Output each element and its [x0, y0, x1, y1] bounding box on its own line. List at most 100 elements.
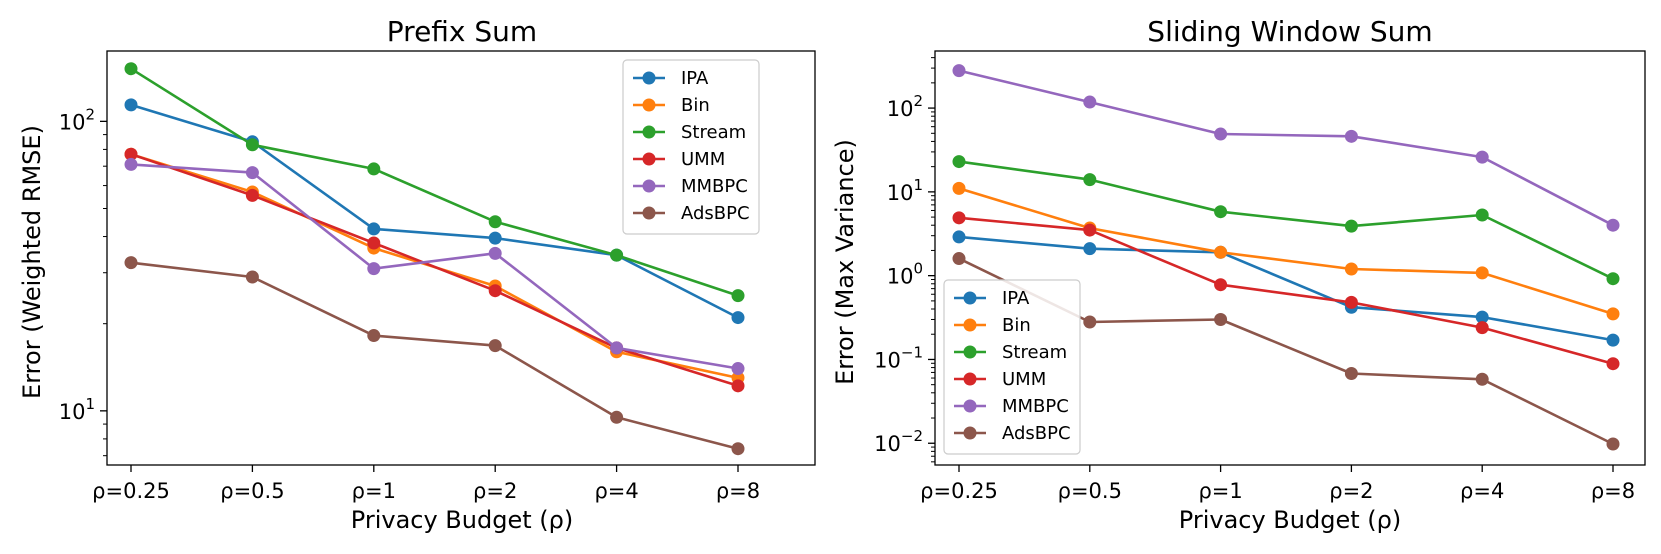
series-line-mmbpc: [958, 69, 1614, 227]
data-point-stream: [731, 289, 745, 303]
data-point-umm: [1606, 357, 1620, 371]
data-point-bin: [1344, 262, 1358, 276]
x-tick-label: ρ=4: [1460, 479, 1504, 503]
data-point-stream: [245, 138, 259, 152]
legend-marker: [963, 372, 977, 386]
legend-label: MMBPC: [681, 176, 748, 197]
data-point-adsbpc: [1475, 372, 1489, 386]
y-tick-label: 10−2: [874, 427, 923, 456]
data-point-umm: [1475, 321, 1489, 335]
data-point-stream: [952, 155, 966, 169]
data-point-umm: [1083, 223, 1097, 237]
data-point-umm: [367, 236, 381, 250]
legend-marker: [963, 318, 977, 332]
data-point-bin: [952, 181, 966, 195]
data-point-stream: [610, 248, 624, 262]
series-line-stream: [958, 160, 1614, 280]
y-tick-label: 10−1: [874, 343, 923, 372]
data-point-umm: [124, 147, 138, 161]
data-point-ipa: [1083, 242, 1097, 256]
data-point-umm: [488, 284, 502, 298]
data-point-ipa: [952, 230, 966, 244]
data-point-mmbpc: [367, 262, 381, 276]
data-point-ipa: [488, 231, 502, 245]
data-point-stream: [1083, 173, 1097, 187]
data-point-mmbpc: [488, 246, 502, 260]
data-point-adsbpc: [1344, 366, 1358, 380]
data-point-adsbpc: [245, 270, 259, 284]
data-point-stream: [367, 162, 381, 176]
y-tick-label: 101: [887, 176, 923, 205]
data-point-adsbpc: [1083, 315, 1097, 329]
legend-label: UMM: [681, 149, 725, 170]
legend-marker: [963, 426, 977, 440]
data-point-adsbpc: [367, 329, 381, 343]
data-point-ipa: [124, 98, 138, 112]
x-tick-label: ρ=1: [1198, 479, 1242, 503]
data-point-adsbpc: [488, 339, 502, 353]
data-point-adsbpc: [610, 410, 624, 424]
prefix-sum-chart: Prefix Sum Privacy Budget (ρ) Error (Wei…: [18, 15, 816, 534]
data-point-stream: [488, 215, 502, 229]
legend-label: UMM: [1002, 369, 1046, 390]
data-point-stream: [124, 62, 138, 76]
data-point-adsbpc: [124, 256, 138, 270]
legend-marker: [963, 291, 977, 305]
data-point-stream: [1214, 205, 1228, 219]
legend-marker: [642, 206, 656, 220]
legend-marker: [963, 345, 977, 359]
x-axis-label: Privacy Budget (ρ): [351, 506, 573, 534]
data-point-ipa: [731, 311, 745, 325]
data-point-bin: [1475, 266, 1489, 280]
legend-marker: [642, 71, 656, 85]
data-point-mmbpc: [952, 64, 966, 78]
data-point-bin: [1606, 307, 1620, 321]
series-line-umm: [130, 152, 739, 388]
x-tick-label: ρ=0.25: [92, 479, 170, 503]
data-point-mmbpc: [1606, 218, 1620, 232]
legend-label: AdsBPC: [681, 203, 750, 224]
x-tick-label: ρ=4: [594, 479, 638, 503]
x-tick-label: ρ=0.25: [920, 479, 998, 503]
legend-box: [943, 279, 1081, 455]
data-point-umm: [731, 379, 745, 393]
sliding-window-sum-chart: Sliding Window Sum Privacy Budget (ρ) Er…: [831, 15, 1646, 534]
data-point-umm: [1344, 295, 1358, 309]
y-axis-label: Error (Weighted RMSE): [18, 125, 46, 399]
x-tick-label: ρ=2: [473, 479, 517, 503]
legend: IPA Bin Stream UMM MMBPC AdsBPC: [943, 279, 1081, 455]
legend-marker: [642, 98, 656, 112]
data-point-adsbpc: [1606, 437, 1620, 451]
legend-marker: [963, 399, 977, 413]
data-point-umm: [1214, 278, 1228, 292]
data-point-mmbpc: [610, 341, 624, 355]
legend-marker: [642, 179, 656, 193]
legend-label: MMBPC: [1002, 396, 1069, 417]
legend-marker: [642, 152, 656, 166]
y-tick-label: 102: [887, 92, 923, 121]
data-point-stream: [1475, 208, 1489, 222]
data-point-mmbpc: [1083, 95, 1097, 109]
data-point-mmbpc: [245, 166, 259, 180]
plot-frame: [934, 50, 1646, 466]
chart-title: Prefix Sum: [387, 15, 537, 48]
series-line-ipa: [130, 103, 739, 319]
data-point-adsbpc: [731, 442, 745, 456]
plot-frame: [106, 50, 816, 466]
x-tick-label: ρ=0.5: [220, 479, 284, 503]
series-line-ipa: [958, 235, 1614, 342]
data-point-mmbpc: [1214, 127, 1228, 141]
legend-label: AdsBPC: [1002, 423, 1071, 444]
data-point-umm: [245, 188, 259, 202]
x-axis-label: Privacy Budget (ρ): [1179, 506, 1401, 534]
series-line-mmbpc: [130, 163, 739, 370]
y-axis-label: Error (Max Variance): [831, 139, 859, 385]
legend-label: Bin: [1002, 315, 1031, 336]
series-line-umm: [958, 216, 1614, 365]
data-point-mmbpc: [124, 157, 138, 171]
axis-ticks: ρ=0.25 ρ=0.5 ρ=1 ρ=2 ρ=4 ρ=8 10−2 10−1 100 101 102: [874, 57, 1635, 503]
legend-label: Stream: [681, 122, 746, 143]
data-point-ipa: [1475, 310, 1489, 324]
data-point-stream: [1344, 219, 1358, 233]
